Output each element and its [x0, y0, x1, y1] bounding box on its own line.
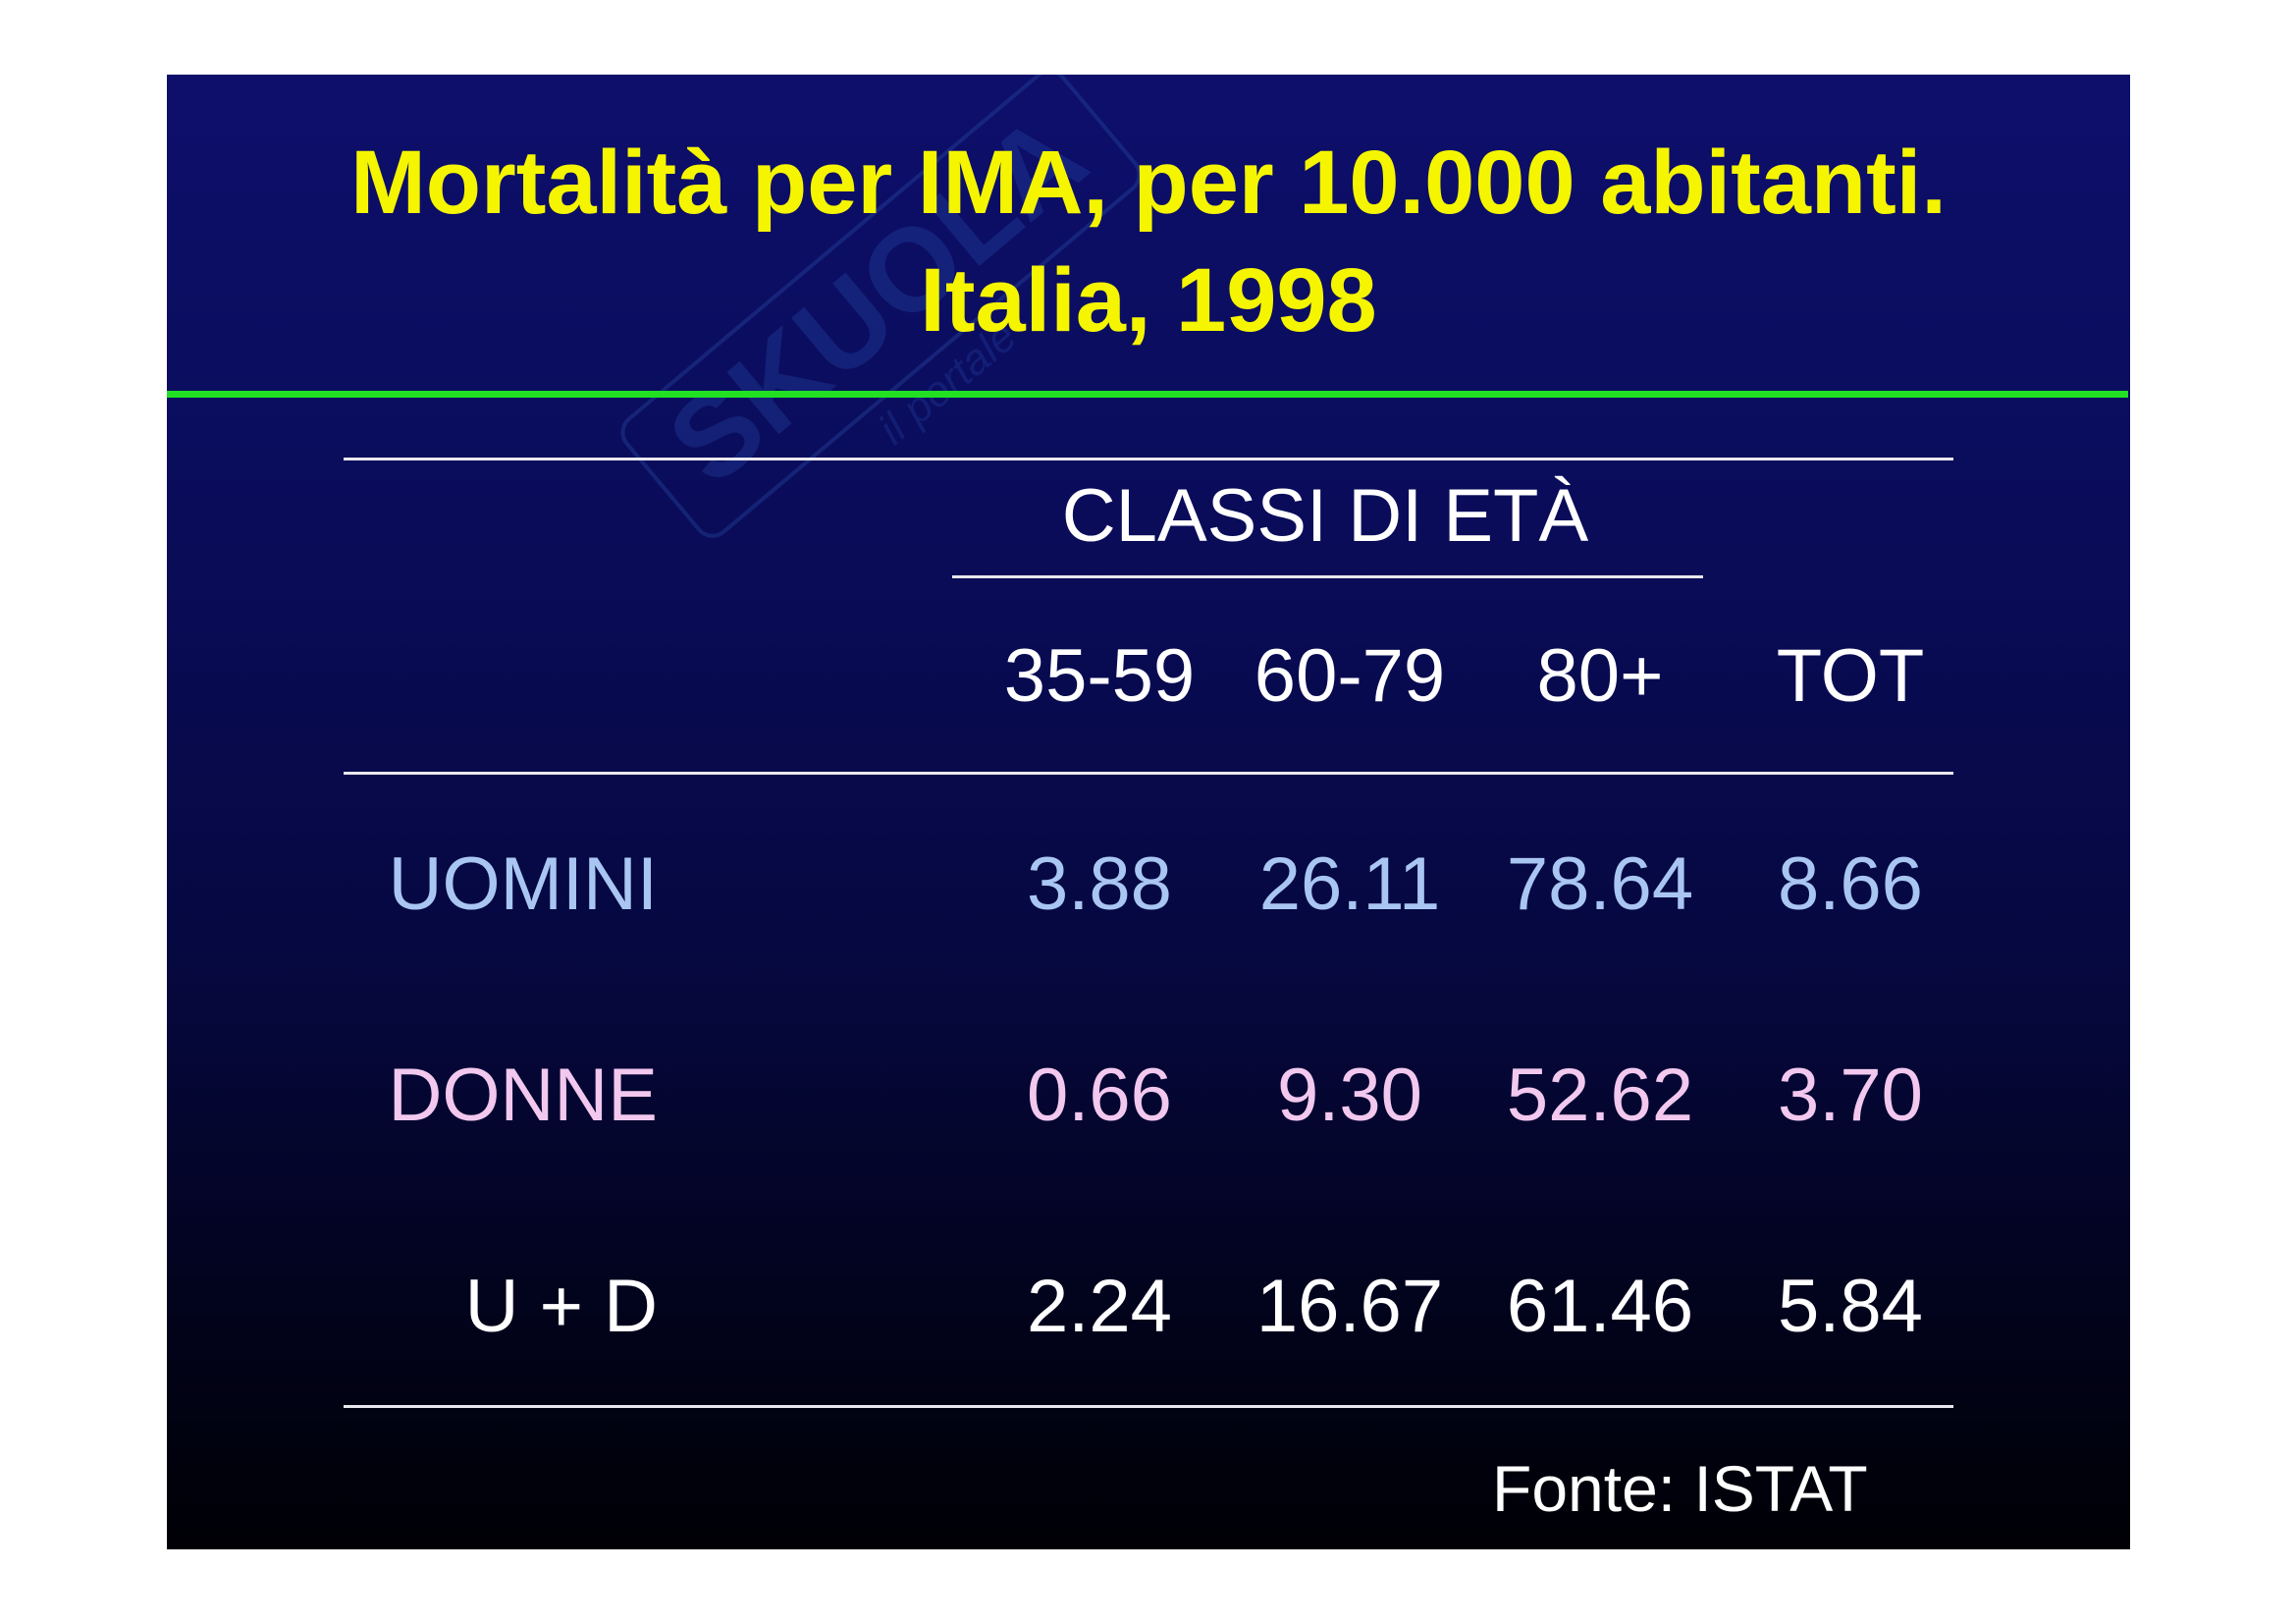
cell-donne-tot: 3.70 — [1778, 1054, 1923, 1137]
age-classes-header: CLASSI DI ETÀ — [1061, 474, 1589, 558]
cell-totale-80-plus: 61.46 — [1506, 1265, 1694, 1348]
row-label-totale: U + D — [464, 1265, 658, 1348]
title-divider — [167, 391, 2128, 398]
header-bottom-rule — [344, 772, 1953, 775]
cell-totale-60-79: 16.67 — [1255, 1265, 1444, 1348]
table-bottom-rule — [344, 1405, 1953, 1408]
row-label-donne: DONNE — [388, 1054, 658, 1137]
cell-donne-80-plus: 52.62 — [1506, 1054, 1694, 1137]
cell-donne-35-59: 0.66 — [1027, 1054, 1172, 1137]
cell-uomini-60-79: 26.11 — [1258, 842, 1441, 926]
row-label-uomini: UOMINI — [388, 842, 658, 926]
cell-totale-35-59: 2.24 — [1027, 1265, 1172, 1348]
source-note: Fonte: ISTAT — [1492, 1452, 1868, 1525]
table-top-rule — [344, 458, 1953, 460]
slide: SKUOLA il portale Mortalità per IMA, per… — [167, 75, 2130, 1549]
column-header-60-79: 60-79 — [1254, 634, 1446, 718]
cell-donne-60-79: 9.30 — [1277, 1054, 1422, 1137]
slide-title: Mortalità per IMA, per 10.000 abitanti. … — [167, 124, 2130, 359]
column-header-35-59: 35-59 — [1003, 634, 1196, 718]
column-header-tot: TOT — [1776, 634, 1925, 718]
cell-totale-tot: 5.84 — [1778, 1265, 1923, 1348]
group-header-rule — [952, 575, 1703, 578]
cell-uomini-80-plus: 78.64 — [1506, 842, 1694, 926]
column-header-80-plus: 80+ — [1536, 634, 1664, 718]
cell-uomini-35-59: 3.88 — [1027, 842, 1172, 926]
cell-uomini-tot: 8.66 — [1778, 842, 1923, 926]
title-line-1: Mortalità per IMA, per 10.000 abitanti. — [350, 133, 1947, 233]
title-line-2: Italia, 1998 — [920, 250, 1377, 351]
